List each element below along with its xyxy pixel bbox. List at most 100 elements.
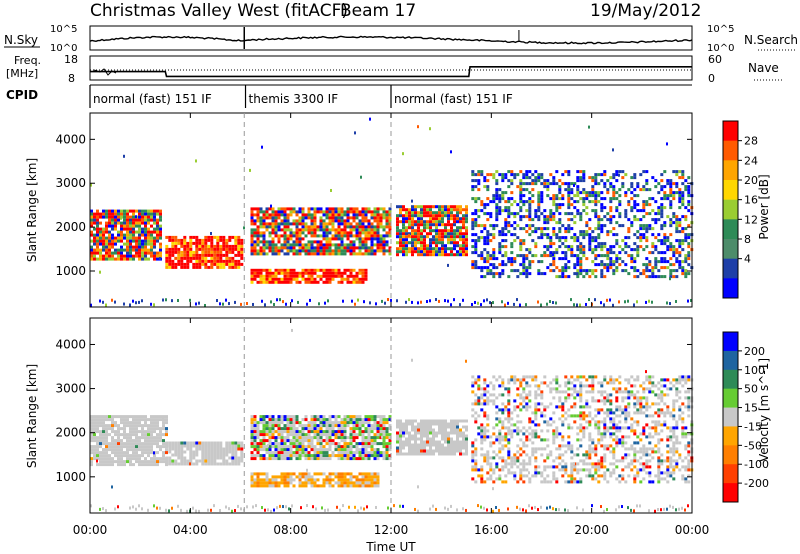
heatmap-cell — [603, 185, 607, 189]
heatmap-cell — [420, 232, 423, 236]
heatmap-cell — [645, 188, 649, 192]
heatmap-cell — [265, 415, 269, 419]
heatmap-cell — [381, 299, 383, 303]
heatmap-cell — [540, 227, 544, 231]
heatmap-cell — [144, 463, 147, 467]
heatmap-cell — [414, 446, 417, 450]
heatmap-cell — [576, 272, 578, 276]
heatmap-cell — [165, 235, 169, 239]
heatmap-cell — [513, 239, 517, 243]
heatmap-cell — [504, 224, 508, 228]
heatmap-cell — [343, 268, 347, 272]
heatmap-cell — [420, 223, 423, 227]
heatmap-cell — [498, 248, 502, 252]
heatmap-cell — [301, 448, 305, 452]
heatmap-cell — [618, 194, 622, 198]
heatmap-cell — [111, 209, 114, 213]
heatmap-cell — [313, 448, 317, 452]
heatmap-cell — [579, 218, 583, 222]
heatmap-cell — [286, 277, 290, 281]
heatmap-cell — [474, 453, 478, 457]
heatmap-cell — [624, 209, 628, 213]
heatmap-cell — [280, 472, 284, 476]
heatmap-cell — [534, 435, 538, 439]
heatmap-cell — [471, 170, 475, 174]
heatmap-cell — [240, 262, 244, 266]
heatmap-cell — [501, 194, 505, 198]
heatmap-cell — [141, 460, 144, 464]
heatmap-cell — [594, 254, 598, 258]
heatmap-cell — [621, 182, 625, 186]
heatmap-cell — [373, 210, 377, 214]
heatmap-cell — [225, 256, 229, 260]
heatmap-cell — [567, 248, 571, 252]
heatmap-cell — [642, 209, 646, 213]
heatmap-cell — [453, 217, 456, 221]
heatmap-cell — [162, 433, 165, 437]
heatmap-cell — [687, 224, 691, 228]
heatmap-cell — [519, 188, 523, 192]
heatmap-cell — [319, 484, 323, 488]
heatmap-cell — [558, 245, 562, 249]
heatmap-cell — [219, 253, 223, 257]
heatmap-cell — [331, 274, 335, 278]
heatmap-cell — [165, 244, 169, 248]
heatmap-cell — [624, 242, 628, 246]
heatmap-cell — [549, 182, 553, 186]
heatmap-cell — [231, 235, 235, 239]
heatmap-cell — [426, 434, 429, 438]
heatmap-cell — [246, 302, 248, 306]
heatmap-cell — [367, 454, 371, 458]
heatmap-cell — [678, 197, 682, 201]
heatmap-cell — [456, 425, 459, 429]
heatmap-cell — [373, 451, 377, 455]
heatmap-cell — [93, 445, 96, 449]
heatmap-cell — [165, 421, 168, 425]
heatmap-cell — [558, 221, 562, 225]
heatmap-cell — [316, 415, 320, 419]
heatmap-cell — [117, 463, 120, 467]
heatmap-cell — [228, 238, 232, 242]
heatmap-cell — [429, 211, 432, 215]
heatmap-cell — [132, 248, 135, 252]
heatmap-cell — [498, 393, 502, 397]
heatmap-cell — [594, 197, 598, 201]
heatmap-cell — [579, 233, 583, 237]
heatmap-cell — [534, 182, 538, 186]
heatmap-cell — [328, 274, 332, 278]
heatmap-cell — [319, 439, 323, 443]
heatmap-cell — [186, 441, 190, 445]
heatmap-cell — [259, 219, 263, 223]
heatmap-cell — [265, 472, 269, 476]
heatmap-cell — [216, 299, 218, 303]
heatmap-cell — [177, 456, 181, 460]
heatmap-cell — [370, 448, 374, 452]
heatmap-cell — [651, 272, 655, 276]
heatmap-cell — [295, 451, 299, 455]
heatmap-cell — [307, 271, 311, 275]
heatmap-cell — [135, 451, 138, 455]
heatmap-cell — [228, 262, 232, 266]
heatmap-cell — [507, 417, 511, 421]
heatmap-cell — [346, 268, 350, 272]
heatmap-cell — [322, 237, 326, 241]
heatmap-cell — [216, 453, 220, 457]
heatmap-cell — [102, 248, 105, 252]
heatmap-cell — [259, 210, 263, 214]
heatmap-cell — [286, 234, 290, 238]
heatmap-cell — [105, 454, 108, 458]
heatmap-cell — [660, 203, 664, 207]
heatmap-cell — [687, 272, 691, 276]
heatmap-cell — [316, 243, 320, 247]
heatmap-cell — [624, 300, 626, 304]
heatmap-cell — [253, 430, 257, 434]
heatmap-cell — [111, 445, 114, 449]
heatmap-cell — [609, 260, 613, 264]
heatmap-cell — [480, 275, 484, 279]
heatmap-cell — [189, 447, 193, 451]
heatmap-cell — [627, 188, 631, 192]
heatmap-cell — [474, 209, 478, 213]
heatmap-cell — [102, 236, 105, 240]
heatmap-cell — [444, 419, 447, 423]
heatmap-cell — [153, 242, 156, 246]
